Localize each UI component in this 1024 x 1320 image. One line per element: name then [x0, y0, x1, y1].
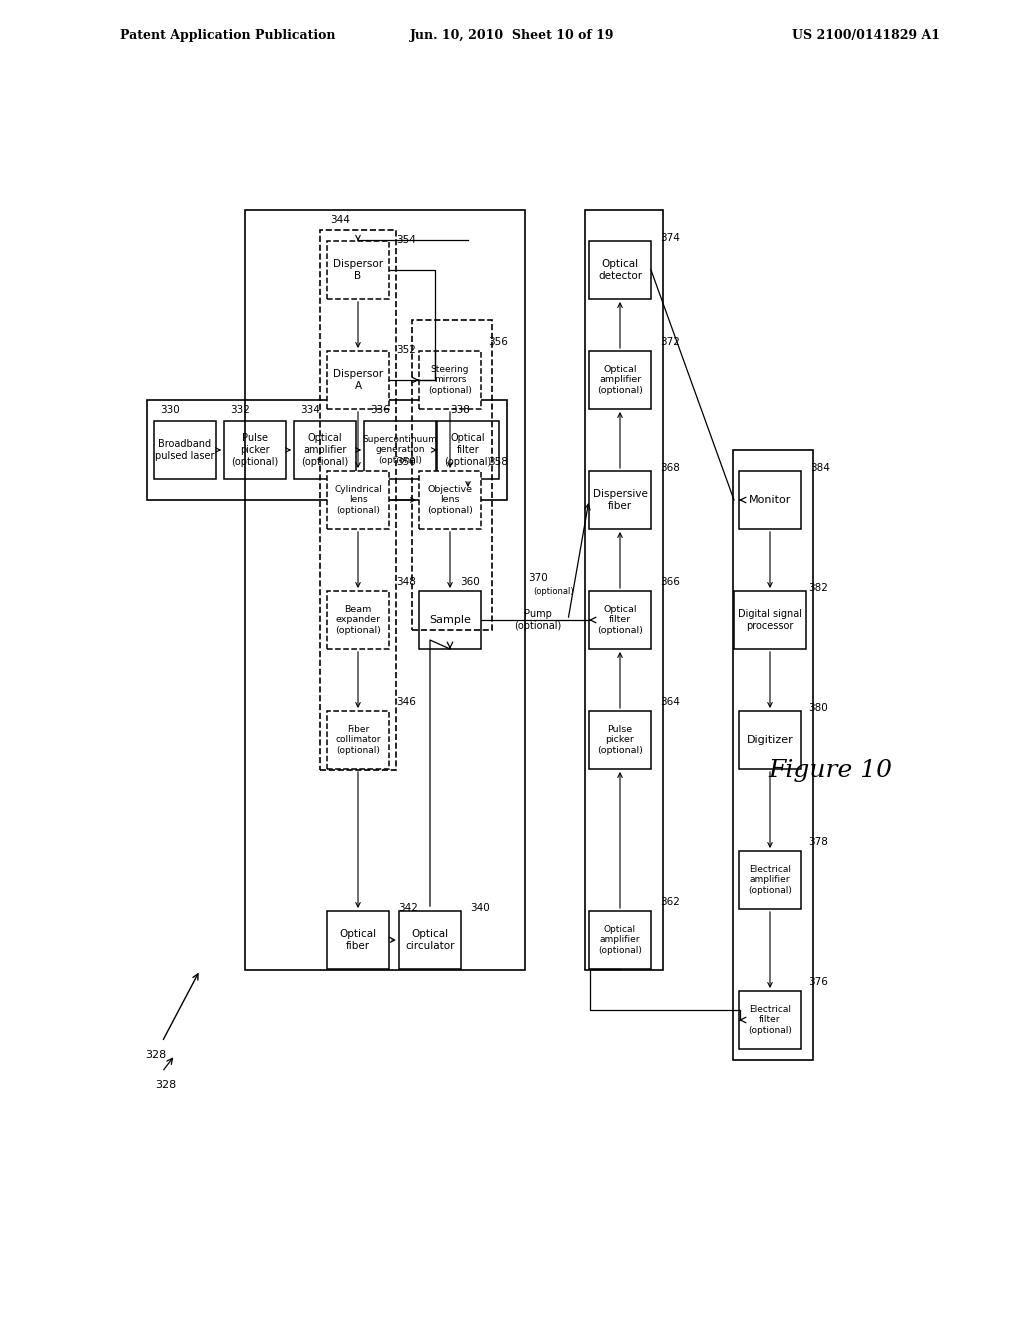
Bar — [739, 471, 801, 529]
Text: 336: 336 — [370, 405, 390, 414]
Text: Optical
amplifier
(optional): Optical amplifier (optional) — [597, 366, 643, 395]
Text: 334: 334 — [300, 405, 319, 414]
Text: 366: 366 — [660, 577, 680, 587]
Text: Pump
(optional): Pump (optional) — [514, 610, 561, 631]
Text: Optical
filter
(optional): Optical filter (optional) — [444, 433, 492, 466]
Text: 356: 356 — [488, 337, 508, 347]
Text: 380: 380 — [808, 704, 827, 713]
Text: Broadband
pulsed laser: Broadband pulsed laser — [156, 440, 215, 461]
Bar — [589, 242, 651, 300]
Bar — [589, 911, 651, 969]
Bar — [739, 851, 801, 909]
Text: US 2100/0141829 A1: US 2100/0141829 A1 — [792, 29, 940, 41]
Bar — [399, 911, 461, 969]
Text: Digital signal
processor: Digital signal processor — [738, 610, 802, 631]
Bar — [147, 400, 507, 500]
Text: 328: 328 — [145, 1049, 166, 1060]
Text: 362: 362 — [660, 898, 680, 907]
Text: 332: 332 — [230, 405, 250, 414]
Bar — [245, 210, 525, 970]
Bar — [589, 351, 651, 409]
Bar — [327, 591, 389, 649]
Text: (optional): (optional) — [534, 587, 573, 597]
Text: 330: 330 — [160, 405, 180, 414]
Text: Objective
lens
(optional): Objective lens (optional) — [427, 486, 473, 515]
Text: 350: 350 — [396, 457, 416, 467]
Text: Optical
filter
(optional): Optical filter (optional) — [597, 605, 643, 635]
Bar — [294, 421, 356, 479]
Text: Monitor: Monitor — [749, 495, 792, 506]
Text: Steering
mirrors
(optional): Steering mirrors (optional) — [428, 366, 472, 395]
Bar — [589, 591, 651, 649]
Text: 372: 372 — [660, 337, 680, 347]
Text: Fiber
collimator
(optional): Fiber collimator (optional) — [335, 725, 381, 755]
Bar — [739, 711, 801, 770]
Bar — [327, 711, 389, 770]
Bar — [419, 351, 481, 409]
Bar — [419, 591, 481, 649]
Text: Optical
amplifier
(optional): Optical amplifier (optional) — [598, 925, 642, 954]
Bar — [412, 319, 492, 630]
Text: 378: 378 — [808, 837, 827, 847]
Bar — [585, 210, 663, 970]
Bar — [734, 591, 806, 649]
Text: 344: 344 — [330, 215, 350, 224]
Text: Cylindrical
lens
(optional): Cylindrical lens (optional) — [334, 486, 382, 515]
Bar — [733, 450, 813, 1060]
Text: Dispersor
B: Dispersor B — [333, 259, 383, 281]
Bar — [364, 421, 436, 479]
Text: 360: 360 — [460, 577, 480, 587]
Text: Figure 10: Figure 10 — [768, 759, 892, 781]
Text: 352: 352 — [396, 345, 416, 355]
Bar — [739, 991, 801, 1049]
Text: Patent Application Publication: Patent Application Publication — [120, 29, 336, 41]
Bar — [419, 471, 481, 529]
Text: Supercontinuum
generation
(optional): Supercontinuum generation (optional) — [362, 436, 437, 465]
Bar — [154, 421, 216, 479]
Text: Sample: Sample — [429, 615, 471, 624]
Bar — [327, 351, 389, 409]
Bar — [319, 230, 396, 770]
Text: Electrical
filter
(optional): Electrical filter (optional) — [749, 1005, 792, 1035]
Text: 370: 370 — [528, 573, 548, 583]
Text: 338: 338 — [450, 405, 470, 414]
Text: 376: 376 — [808, 977, 827, 987]
Text: 354: 354 — [396, 235, 416, 246]
Text: 340: 340 — [470, 903, 489, 913]
Text: 364: 364 — [660, 697, 680, 708]
Text: 382: 382 — [808, 583, 827, 593]
Text: 368: 368 — [660, 463, 680, 473]
Bar — [327, 911, 389, 969]
Text: Optical
amplifier
(optional): Optical amplifier (optional) — [301, 433, 348, 466]
Bar — [437, 421, 499, 479]
Bar — [589, 711, 651, 770]
Text: 374: 374 — [660, 234, 680, 243]
Text: Dispersive
fiber: Dispersive fiber — [593, 490, 647, 511]
Text: Pulse
picker
(optional): Pulse picker (optional) — [231, 433, 279, 466]
Text: 342: 342 — [398, 903, 418, 913]
Text: 346: 346 — [396, 697, 416, 708]
Text: Electrical
amplifier
(optional): Electrical amplifier (optional) — [749, 865, 792, 895]
Text: 384: 384 — [810, 463, 829, 473]
Text: Optical
fiber: Optical fiber — [339, 929, 377, 950]
Bar — [327, 471, 389, 529]
Bar — [327, 242, 389, 300]
Text: 358: 358 — [488, 457, 508, 467]
Text: Jun. 10, 2010  Sheet 10 of 19: Jun. 10, 2010 Sheet 10 of 19 — [410, 29, 614, 41]
Text: Optical
circulator: Optical circulator — [406, 929, 455, 950]
Text: Optical
detector: Optical detector — [598, 259, 642, 281]
Text: Dispersor
A: Dispersor A — [333, 370, 383, 391]
Bar — [589, 471, 651, 529]
Text: Beam
expander
(optional): Beam expander (optional) — [335, 605, 381, 635]
Bar — [224, 421, 286, 479]
Text: 348: 348 — [396, 577, 416, 587]
Text: Digitizer: Digitizer — [746, 735, 794, 744]
Text: 328: 328 — [155, 1080, 176, 1090]
Text: Pulse
picker
(optional): Pulse picker (optional) — [597, 725, 643, 755]
